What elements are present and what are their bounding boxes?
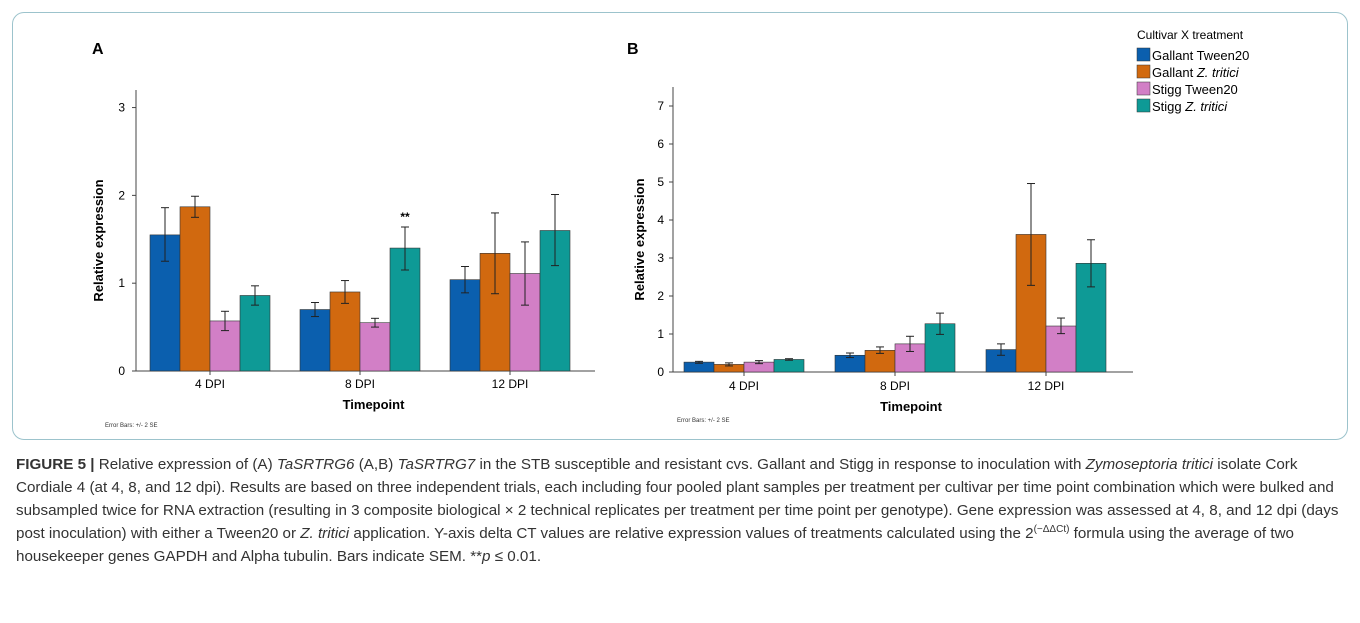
caption-text: application. Y-axis delta CT values are …: [349, 525, 1034, 542]
x-axis-title: Timepoint: [880, 399, 943, 414]
bar: [359, 322, 391, 372]
x-tick-label: 8 DPI: [880, 379, 910, 393]
legend-label: Stigg Tween20: [1152, 82, 1238, 97]
legend-label-cultivar: Stigg: [1152, 82, 1185, 97]
panel-label-b: B: [627, 41, 639, 58]
legend-label-treatment: Tween20: [1185, 82, 1238, 97]
caption-text: in the STB susceptible and resistant cvs…: [475, 456, 1086, 473]
legend-label-cultivar: Gallant: [1152, 48, 1197, 63]
caption-text: (A,B): [354, 456, 398, 473]
caption-text: ≤ 0.01.: [490, 548, 542, 565]
bar: [299, 309, 331, 372]
chart-panel-b: 0 1 2 3 4 5 6 7 Relative expression 4 DPI 8 DPI 12 …: [632, 87, 1133, 424]
bar: [179, 206, 211, 372]
figure-frame: A B 0 1 2 3 Relative expression 4 DPI 8 DPI 12 …: [12, 12, 1348, 440]
error-bars-note: Error Bars: +/- 2 SE: [677, 418, 730, 424]
legend-label: Gallant Z. tritici: [1152, 65, 1240, 80]
y-tick-label: 0: [118, 364, 125, 378]
significance-marker: **: [400, 210, 410, 224]
caption-formula-exponent: (−ΔΔCt): [1033, 524, 1070, 535]
legend-swatch: [1136, 64, 1151, 79]
legend-swatch: [1136, 81, 1151, 96]
y-tick-label: 7: [657, 99, 664, 113]
x-tick-label: 12 DPI: [492, 377, 529, 391]
bar: [449, 279, 481, 372]
caption-text: formula using the average of two houseke…: [16, 525, 1294, 565]
y-tick-label: 1: [118, 276, 125, 290]
caption-text: Relative expression of (A): [94, 456, 277, 473]
legend-swatch: [1136, 47, 1151, 62]
caption-label: FIGURE 5 |: [16, 456, 95, 473]
legend-label-treatment: Tween20: [1197, 48, 1250, 63]
caption-text: isolate Cork Cordiale 4 (at 4, 8, and 12…: [16, 456, 1339, 542]
caption-species-short: Z. tritici: [300, 525, 350, 542]
x-tick-label: 4 DPI: [729, 379, 759, 393]
y-tick-label: 0: [657, 365, 664, 379]
x-tick-label: 4 DPI: [195, 377, 225, 391]
legend-title: Cultivar X treatment: [1137, 28, 1244, 42]
caption-p-symbol: p: [482, 548, 491, 565]
error-bars-note: Error Bars: +/- 2 SE: [105, 423, 158, 429]
y-axis-title: Relative expression: [632, 178, 647, 300]
caption-gene-2: TaSRTRG7: [397, 456, 476, 473]
caption-species: Zymoseptoria tritici: [1085, 456, 1214, 473]
y-tick-label: 1: [657, 327, 664, 341]
bar: [239, 295, 271, 372]
panel-label-a: A: [92, 41, 104, 58]
y-tick-label: 2: [118, 188, 125, 202]
legend-label-treatment: Z. tritici: [1184, 99, 1228, 114]
y-tick-label: 3: [118, 101, 125, 115]
legend-label-cultivar: Gallant: [1152, 65, 1197, 80]
y-tick-label: 2: [657, 289, 664, 303]
y-tick-label: 6: [657, 137, 664, 151]
chart-panel-a: 0 1 2 3 Relative expression 4 DPI 8 DPI 12 DPI *…: [91, 90, 595, 429]
legend-swatch: [1136, 98, 1151, 113]
chart-canvas: A B 0 1 2 3 Relative expression 4 DPI 8 DPI 12 …: [91, 28, 1249, 429]
bar: [329, 291, 361, 372]
figure-caption: FIGURE 5 | Relative expression of (A) Ta…: [16, 453, 1342, 568]
x-axis-title: Timepoint: [343, 397, 406, 412]
legend-label: Gallant Tween20: [1152, 48, 1249, 63]
y-tick-label: 4: [657, 213, 664, 227]
caption-gene-1: TaSRTRG6: [276, 456, 355, 473]
legend-label-cultivar: Stigg: [1152, 99, 1185, 114]
legend-label: Stigg Z. tritici: [1152, 99, 1228, 114]
bar: [773, 359, 805, 373]
y-tick-label: 3: [657, 251, 664, 265]
y-axis-title: Relative expression: [91, 179, 106, 301]
legend-label-treatment: Z. tritici: [1196, 65, 1240, 80]
x-tick-label: 8 DPI: [345, 377, 375, 391]
y-tick-label: 5: [657, 175, 664, 189]
x-tick-label: 12 DPI: [1028, 379, 1065, 393]
